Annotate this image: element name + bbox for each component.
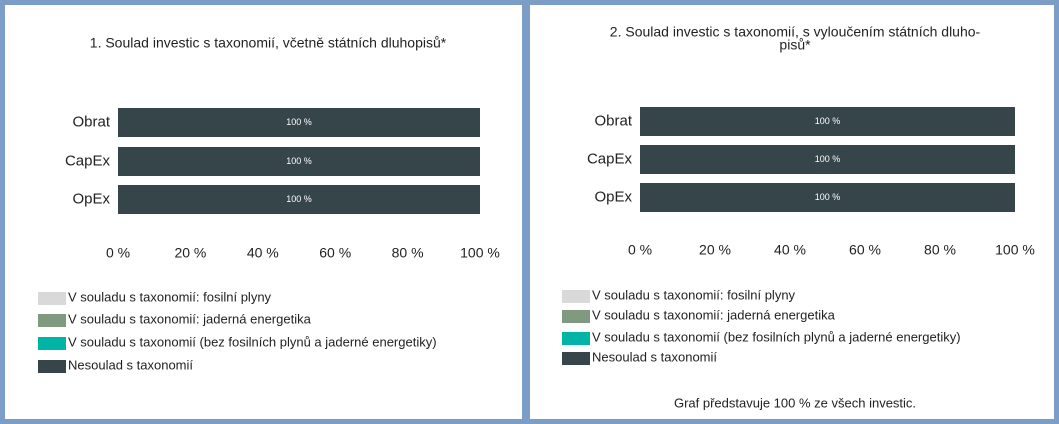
bar-segment (118, 108, 480, 137)
legend-label: V souladu s taxonomií: fosilní plyny (68, 289, 272, 304)
y-tick-label: Obrat (594, 112, 632, 129)
legend-swatch (38, 360, 66, 373)
x-tick-label: 40 % (247, 245, 279, 261)
x-tick-label: 60 % (849, 242, 881, 258)
x-tick-label: 20 % (699, 242, 731, 258)
chart-title: pisů* (779, 37, 811, 53)
panel (530, 5, 1054, 424)
chart-title: 2. Soulad investic s taxonomií, s vylouč… (610, 24, 981, 40)
note: Graf představuje 100 % ze všech investic… (674, 395, 916, 410)
value-label: 100 % (815, 116, 841, 126)
y-tick-label: Obrat (72, 113, 110, 130)
chart-title: 1. Soulad investic s taxonomií, včetně s… (90, 35, 447, 51)
bar-segment (118, 147, 480, 176)
x-tick-label: 80 % (924, 242, 956, 258)
x-tick-label: 0 % (628, 242, 652, 258)
y-tick-label: CapEx (65, 152, 111, 169)
x-tick-label: 100 % (995, 242, 1035, 258)
bar-segment (640, 145, 1015, 174)
bar-segment (640, 107, 1015, 136)
x-tick-label: 0 % (106, 245, 130, 261)
legend-swatch (38, 292, 66, 305)
x-tick-label: 60 % (319, 245, 351, 261)
x-tick-label: 100 % (460, 245, 500, 261)
legend-swatch (562, 310, 590, 323)
bar-segment (118, 185, 480, 214)
panel (5, 5, 522, 424)
legend-swatch (562, 352, 590, 365)
legend-label: V souladu s taxonomií (bez fosilních ply… (592, 329, 961, 344)
legend-label: Nesoulad s taxonomií (68, 357, 193, 372)
y-tick-label: OpEx (72, 190, 110, 207)
value-label: 100 % (286, 194, 312, 204)
value-label: 100 % (815, 154, 841, 164)
value-label: 100 % (286, 117, 312, 127)
legend-label: V souladu s taxonomií: jaderná energetik… (592, 307, 836, 322)
legend-swatch (562, 290, 590, 303)
y-tick-label: OpEx (594, 188, 632, 205)
value-label: 100 % (286, 156, 312, 166)
legend-swatch (562, 332, 590, 345)
legend-label: Nesoulad s taxonomií (592, 349, 717, 364)
x-tick-label: 40 % (774, 242, 806, 258)
legend-label: V souladu s taxonomií: fosilní plyny (592, 287, 796, 302)
x-tick-label: 80 % (392, 245, 424, 261)
y-tick-label: CapEx (587, 150, 633, 167)
value-label: 100 % (815, 192, 841, 202)
legend-label: V souladu s taxonomií (bez fosilních ply… (68, 334, 437, 349)
legend-swatch (38, 314, 66, 327)
x-tick-label: 20 % (174, 245, 206, 261)
legend-label: V souladu s taxonomií: jaderná energetik… (68, 311, 312, 326)
legend-swatch (38, 337, 66, 350)
bar-segment (640, 183, 1015, 212)
